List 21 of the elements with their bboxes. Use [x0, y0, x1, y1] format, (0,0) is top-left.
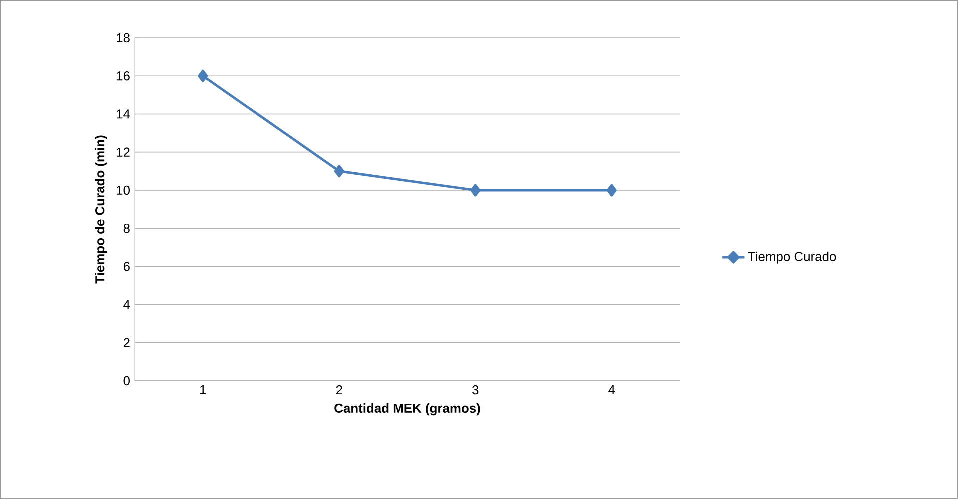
x-tick-label: 3 — [472, 386, 479, 395]
point — [198, 70, 208, 82]
point — [470, 184, 481, 197]
y-tick-label: 2 — [124, 338, 130, 348]
point — [334, 165, 344, 178]
y-tick-label: 4 — [124, 300, 130, 310]
x-tick-label: 1 — [200, 386, 206, 394]
y-tick-label: 14 — [117, 110, 130, 119]
x-tick-label: 4 — [608, 386, 616, 394]
y-tick-label: 8 — [124, 224, 130, 234]
y-tick-label: 16 — [117, 72, 130, 81]
y-tick-label: 10 — [117, 186, 130, 196]
x-axis-title: Cantidad MEK (gramos) — [334, 404, 480, 416]
y-tick-label: 18 — [117, 33, 130, 43]
y-axis-title: Tiempo de Curado (min) — [95, 136, 108, 284]
y-tick-label: 6 — [124, 262, 130, 272]
y-tick-label: 0 — [124, 376, 130, 386]
legend-label: Tiempo Curado — [748, 252, 836, 264]
x-tick-label: 2 — [336, 386, 342, 395]
y-tick-label: 12 — [117, 148, 130, 157]
point — [606, 184, 617, 197]
